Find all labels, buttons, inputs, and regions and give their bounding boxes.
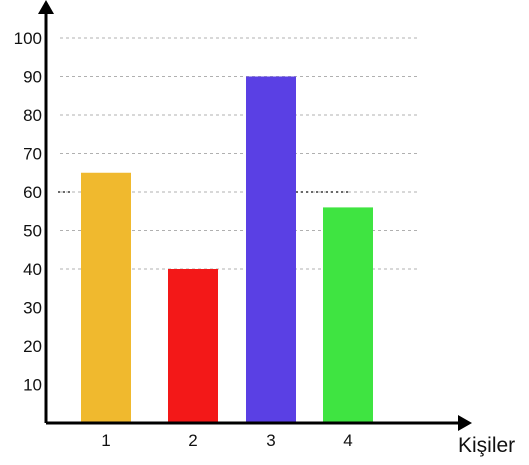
y-axis-arrowhead xyxy=(38,0,54,14)
x-axis-arrowhead xyxy=(458,415,472,431)
bars xyxy=(81,76,373,423)
x-tick-label-1: 1 xyxy=(101,431,110,450)
y-tick-label-20: 20 xyxy=(23,337,42,356)
y-tick-label-30: 30 xyxy=(23,299,42,318)
x-tick-label-3: 3 xyxy=(266,431,275,450)
y-tick-label-50: 50 xyxy=(23,222,42,241)
bar-1 xyxy=(81,172,131,423)
y-tick-label-40: 40 xyxy=(23,260,42,279)
y-tick-label-90: 90 xyxy=(23,68,42,87)
bar-4 xyxy=(323,207,373,423)
x-axis-title: Kişiler xyxy=(458,434,515,457)
bar-3 xyxy=(246,76,296,423)
bar-2 xyxy=(168,269,218,423)
x-tick-labels: 1 2 3 4 xyxy=(101,431,352,450)
x-tick-label-4: 4 xyxy=(343,431,352,450)
y-tick-label-60: 60 xyxy=(23,183,42,202)
y-tick-label-10: 10 xyxy=(23,376,42,395)
y-tick-labels: 10 20 30 40 50 60 70 80 90 100 xyxy=(14,29,42,395)
x-tick-label-2: 2 xyxy=(188,431,197,450)
axes xyxy=(38,0,472,431)
y-tick-label-80: 80 xyxy=(23,106,42,125)
y-tick-label-100: 100 xyxy=(14,29,42,48)
y-tick-label-70: 70 xyxy=(23,145,42,164)
